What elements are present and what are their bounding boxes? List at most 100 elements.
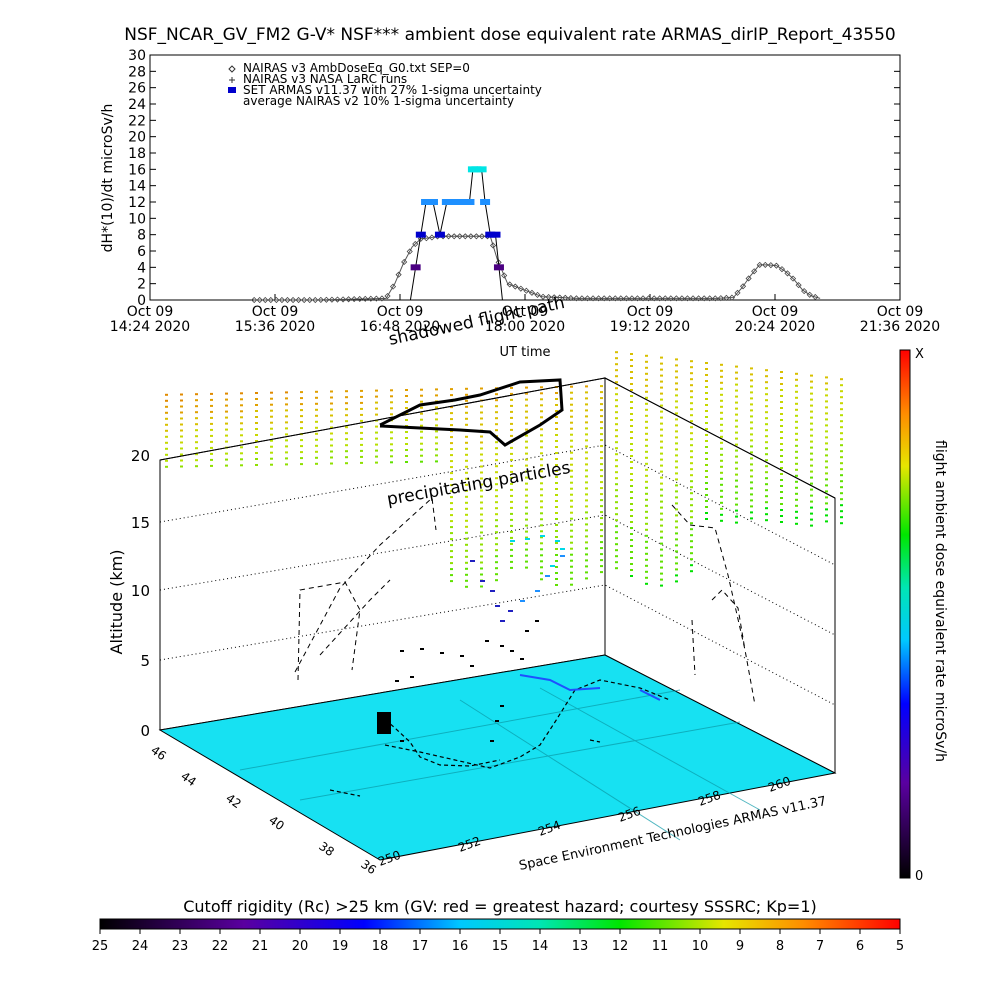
curtain-mark (675, 580, 678, 583)
dose-colorbar-min: 0 (915, 869, 923, 884)
curtain-mark (780, 377, 783, 379)
curtain-mark (450, 412, 453, 415)
curtain-mark (615, 351, 618, 354)
curtain-mark (330, 438, 333, 441)
curtain-mark (510, 506, 513, 509)
curtain-mark (525, 434, 528, 437)
curtain-mark (645, 444, 648, 447)
curtain-mark (570, 409, 573, 412)
curtain-mark (630, 491, 633, 493)
curtain-mark (750, 505, 753, 508)
curtain-mark (315, 432, 318, 435)
curtain-mark (525, 542, 528, 545)
curtain-mark (735, 485, 738, 488)
curtain-mark (540, 398, 543, 401)
curtain-mark (675, 400, 678, 403)
curtain-mark (555, 440, 558, 442)
curtain-mark (450, 544, 453, 547)
curtain-mark (840, 390, 843, 393)
nairas-point (489, 242, 497, 249)
curtain-mark (510, 560, 513, 563)
curtain-mark (705, 518, 708, 520)
latitude-tick-label: 36 (358, 857, 379, 877)
curtain-mark (570, 427, 573, 430)
curtain-mark (570, 397, 573, 400)
nairas-point (567, 295, 574, 302)
nairas-point (262, 296, 269, 304)
curtain-mark (720, 387, 723, 390)
curtain-mark (240, 422, 243, 425)
curtain-mark (690, 372, 693, 375)
curtain-mark (360, 443, 363, 446)
curtain-mark (555, 470, 558, 472)
curtain-mark (510, 404, 513, 407)
nairas-point (595, 295, 602, 302)
curtain-mark (810, 404, 813, 407)
curtain-mark (225, 440, 228, 443)
nairas-point (689, 295, 697, 302)
curtain-mark (690, 462, 693, 465)
nairas-point (734, 289, 741, 296)
curtain-mark (690, 552, 693, 555)
y-tick-label: 0 (137, 293, 146, 309)
curtain-mark (735, 467, 738, 470)
flight-mark (400, 650, 404, 652)
curtain-mark (360, 437, 363, 440)
curtain-mark (570, 487, 573, 490)
y-tick-label: 10 (128, 211, 146, 227)
flight-mark (485, 640, 489, 642)
curtain-mark (495, 477, 498, 480)
curtain-mark (585, 523, 588, 526)
curtain-mark (660, 404, 663, 407)
armas-point (464, 199, 475, 205)
curtain-mark (585, 553, 588, 556)
curtain-mark (585, 433, 588, 436)
curtain-mark (555, 530, 558, 532)
curtain-mark (645, 534, 648, 537)
curtain-mark (495, 501, 498, 504)
curtain-mark (615, 471, 618, 474)
curtain-mark (795, 480, 798, 483)
flight-mark (480, 580, 485, 582)
curtain-mark (540, 518, 543, 521)
curtain-mark (735, 515, 738, 518)
nairas-point (301, 296, 308, 304)
curtain-mark (825, 454, 828, 457)
curtain-mark (315, 402, 318, 405)
curtain-mark (735, 503, 738, 506)
curtain-mark (600, 409, 603, 412)
nairas-point (462, 233, 469, 240)
curtain-mark (450, 388, 453, 391)
curtain-mark (750, 385, 753, 388)
curtain-mark (825, 448, 828, 451)
rc-tick-label: 8 (776, 939, 784, 954)
curtain-mark (555, 548, 558, 550)
curtain-mark (450, 436, 453, 439)
curtain-mark (795, 492, 798, 495)
curtain-mark (375, 455, 378, 458)
curtain-mark (570, 493, 573, 496)
curtain-mark (795, 420, 798, 423)
curtain-mark (210, 446, 213, 449)
curtain-mark (690, 408, 693, 411)
curtain-mark (750, 481, 753, 484)
nairas-point (339, 296, 347, 303)
curtain-mark (525, 440, 528, 443)
curtain-mark (450, 562, 453, 565)
curtain-mark (810, 452, 813, 455)
curtain-mark (165, 423, 168, 426)
curtain-mark (810, 524, 813, 527)
curtain-mark (330, 456, 333, 459)
nairas-point (612, 295, 619, 302)
curtain-mark (525, 524, 528, 527)
curtain-mark (750, 445, 753, 448)
curtain-mark (630, 485, 633, 487)
curtain-mark (525, 428, 528, 431)
curtain-mark (780, 437, 783, 439)
curtain-mark (495, 513, 498, 516)
curtain-mark (450, 430, 453, 433)
curtain-mark (285, 433, 288, 436)
nairas-point (478, 233, 486, 240)
curtain-mark (600, 565, 603, 568)
curtain-mark (750, 451, 753, 454)
